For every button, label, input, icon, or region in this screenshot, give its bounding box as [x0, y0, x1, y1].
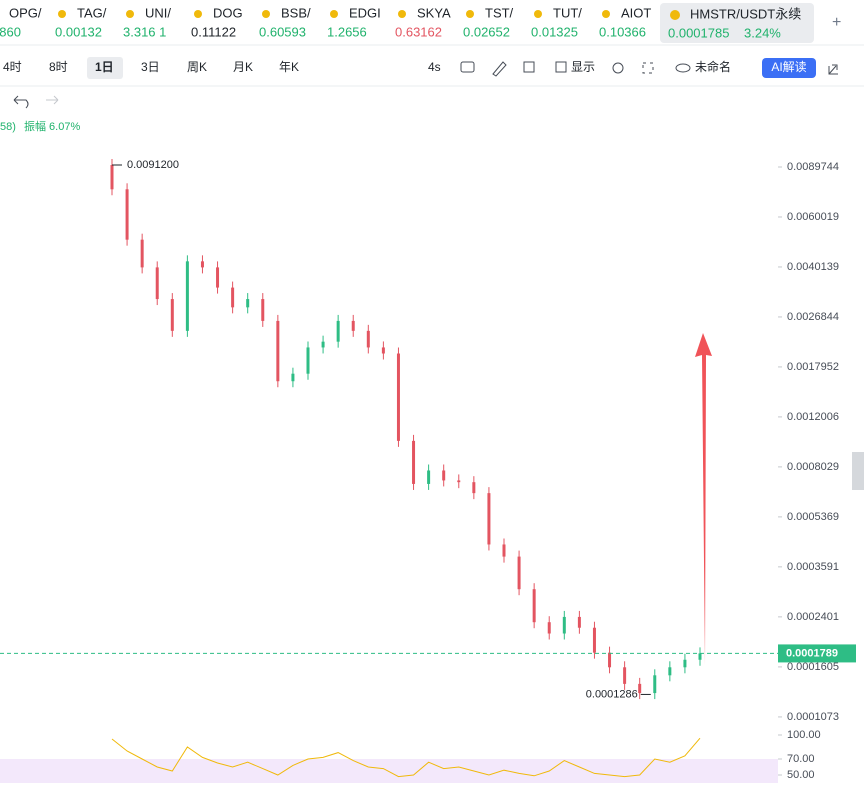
y-tick-label: 0.0026844 — [787, 311, 839, 323]
ticker-symbol[interactable]: TST/ — [485, 5, 514, 20]
ticker-symbol[interactable]: OPG/ — [9, 5, 42, 20]
y-tick-label: 0.0001605 — [787, 661, 839, 673]
ticker-symbol[interactable]: TAG/ — [77, 5, 107, 20]
amplitude: 振幅 6.07% — [24, 119, 80, 133]
y-tick-label: 0.0060019 — [787, 211, 839, 223]
y-tick-label: 0.0005369 — [787, 511, 839, 523]
display-button[interactable]: 显示 — [571, 60, 595, 74]
coin-icon — [602, 10, 610, 18]
ticker-symbol[interactable]: SKYA — [417, 5, 451, 20]
layout-name[interactable]: 未命名 — [695, 59, 731, 74]
settings-icon[interactable] — [612, 62, 624, 74]
redo[interactable] — [46, 95, 59, 105]
ai-button-bg[interactable] — [762, 58, 816, 78]
y-tick-label: 0.0002401 — [787, 611, 839, 623]
ticker-symbol[interactable]: AIOT — [621, 5, 651, 20]
selected-interval-bg — [87, 57, 123, 79]
active-symbol[interactable]: HMSTR/USDT永续 — [690, 6, 801, 21]
camera-icon[interactable] — [460, 61, 475, 73]
ticker-price: 0.02652 — [463, 24, 510, 39]
add-tab[interactable]: + — [832, 14, 841, 31]
ticker-price: 0.11122 — [191, 24, 236, 39]
interval[interactable]: 月K — [233, 60, 253, 74]
y-tick-label: 0.0001073 — [787, 711, 839, 723]
interval[interactable]: 3日 — [141, 60, 160, 74]
last-price-tag — [778, 644, 856, 663]
interval[interactable]: 年K — [279, 60, 299, 74]
ticker-price: 0.10366 — [599, 24, 646, 39]
draw-icon[interactable] — [492, 61, 507, 77]
ticker-symbol[interactable]: UNI/ — [145, 5, 171, 20]
coin-icon — [466, 10, 474, 18]
coin-icon — [330, 10, 338, 18]
ticker-price: 1.2656 — [327, 24, 367, 39]
coin-icon — [398, 10, 406, 18]
interval[interactable]: 4时 — [3, 60, 22, 74]
share-icon[interactable] — [828, 64, 838, 75]
ticker-symbol[interactable]: BSB/ — [281, 5, 311, 20]
y-tick-label: 0.0003591 — [787, 561, 839, 573]
interval[interactable]: 8时 — [49, 60, 68, 74]
alert-icon[interactable] — [523, 61, 535, 73]
ai-button[interactable]: AI解读 — [771, 60, 806, 74]
y-tick-label: 0.0008029 — [787, 461, 839, 473]
coin-icon — [126, 10, 134, 18]
active-tab[interactable] — [660, 3, 814, 43]
info-prefix: 58) — [0, 121, 16, 133]
high-label: 0.0091200 — [127, 159, 179, 171]
ticker-symbol[interactable]: DOG — [213, 5, 243, 20]
indicator-line — [111, 737, 701, 778]
ticker-symbol[interactable]: EDGI — [349, 5, 381, 20]
ticker-price: 0.01325 — [531, 24, 578, 39]
interval[interactable]: 1日 — [95, 60, 114, 74]
indicator-band — [0, 759, 778, 783]
y-tick-label: 0.0040139 — [787, 261, 839, 273]
indicator-tick-label: 70.00 — [787, 753, 815, 765]
coin-icon — [534, 10, 542, 18]
undo[interactable] — [13, 95, 29, 109]
ticker-price: 0.00132 — [55, 24, 102, 39]
coin-icon — [670, 10, 680, 20]
refresh[interactable]: 4s — [428, 60, 441, 74]
ticker-price: 0.63162 — [395, 24, 442, 39]
cloud-icon[interactable] — [675, 63, 691, 73]
y-tick-label: 0.0089744 — [787, 161, 839, 173]
active-price: 0.0001785 — [668, 25, 729, 40]
display-icon[interactable] — [555, 61, 567, 73]
interval[interactable]: 周K — [187, 60, 207, 74]
coin-icon — [262, 10, 270, 18]
low-label: 0.0001286 — [586, 688, 638, 700]
ticker-price: 3.316 1 — [123, 24, 166, 39]
fullscreen-icon[interactable] — [642, 62, 654, 74]
y-tick-label: 0.0017952 — [787, 361, 839, 373]
indicator-tick-label: 50.00 — [787, 769, 815, 781]
ticker-symbol[interactable]: TUT/ — [553, 5, 582, 20]
side-handle[interactable] — [852, 452, 864, 490]
last-price-label: 0.0001789 — [786, 647, 838, 659]
coin-icon — [194, 10, 202, 18]
active-change: 3.24% — [744, 25, 781, 40]
ticker-price: 0.60593 — [259, 24, 306, 39]
indicator-tick-label: 100.00 — [787, 729, 821, 741]
y-tick-label: 0.0012006 — [787, 411, 839, 423]
coin-icon — [58, 10, 66, 18]
red-arrow — [695, 333, 712, 665]
